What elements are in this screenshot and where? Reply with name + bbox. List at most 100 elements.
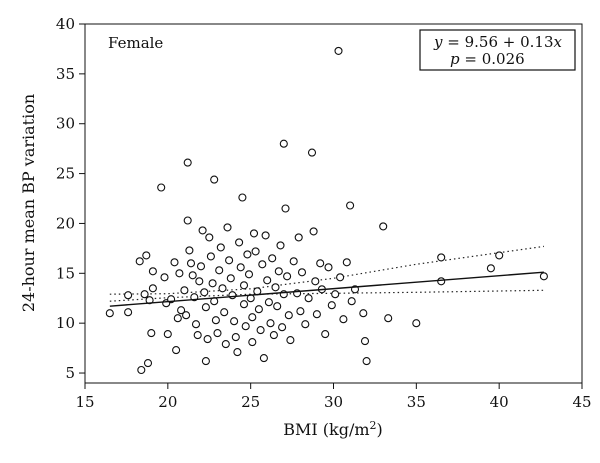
p-rhs: = 0.026: [460, 50, 525, 68]
x-tick-label: 30: [324, 393, 343, 411]
data-point: [173, 314, 182, 323]
data-point: [495, 251, 504, 260]
data-point: [233, 348, 242, 357]
x-axis-label-close: ): [377, 420, 383, 439]
data-point: [163, 330, 172, 339]
x-tick-label: 45: [572, 393, 591, 411]
data-point: [205, 233, 214, 242]
data-point: [160, 273, 169, 282]
data-point: [437, 277, 446, 286]
data-point: [124, 291, 133, 300]
data-point: [248, 338, 257, 347]
data-point: [225, 256, 234, 265]
data-point: [324, 263, 333, 272]
data-point: [200, 288, 209, 297]
data-points: [105, 46, 548, 375]
data-point: [286, 336, 295, 345]
x-tick-label: 40: [490, 393, 509, 411]
data-point: [143, 359, 153, 368]
data-point: [147, 329, 156, 338]
data-point: [203, 335, 212, 344]
data-point: [198, 226, 207, 235]
data-point: [208, 279, 217, 288]
data-point: [191, 320, 201, 329]
data-point: [148, 267, 157, 276]
data-point: [230, 317, 239, 326]
data-point: [256, 326, 265, 335]
data-point: [201, 357, 210, 366]
x-axis-label-text: BMI (kg/m: [283, 420, 369, 439]
equation-lhs: y: [433, 33, 443, 51]
data-point: [259, 354, 268, 363]
data-point: [342, 258, 351, 267]
data-point: [185, 246, 194, 255]
data-point: [210, 175, 219, 184]
data-point: [183, 158, 192, 167]
data-point: [296, 307, 305, 316]
data-point: [239, 300, 249, 309]
data-point: [273, 302, 282, 311]
data-point: [196, 262, 206, 271]
data-point: [269, 331, 278, 340]
data-point: [220, 308, 229, 317]
data-point: [215, 266, 224, 275]
confidence-band: [109, 245, 544, 302]
data-point: [321, 330, 330, 339]
data-point: [279, 139, 288, 148]
data-point: [283, 272, 292, 281]
x-tick-label: 15: [75, 393, 94, 411]
data-point: [264, 298, 273, 307]
data-point: [183, 216, 192, 225]
data-point: [312, 310, 321, 319]
data-point: [228, 291, 237, 300]
data-point: [182, 311, 191, 320]
p-lhs: p: [450, 50, 460, 68]
data-point: [412, 319, 421, 328]
data-point: [201, 303, 210, 312]
data-point: [195, 277, 204, 286]
x-axis-label-superscript: 2: [370, 419, 377, 432]
data-point: [311, 277, 320, 286]
regression-line: [109, 271, 544, 307]
data-point: [140, 290, 149, 299]
data-point: [170, 258, 179, 267]
data-point: [316, 259, 325, 268]
data-point: [135, 257, 144, 266]
data-point: [148, 284, 157, 293]
y-tick-label: 20: [56, 214, 75, 232]
data-point: [297, 268, 307, 277]
data-point: [241, 322, 250, 331]
x-tick-label: 20: [158, 393, 177, 411]
y-tick-label: 5: [65, 364, 75, 382]
data-point: [346, 201, 355, 210]
data-point: [263, 276, 272, 285]
data-point: [175, 269, 184, 278]
data-point: [274, 267, 283, 276]
p-value: p = 0.026: [450, 50, 525, 68]
x-axis-ticks: 15 20 25 30 35 40 45: [75, 383, 592, 411]
data-point: [177, 306, 186, 315]
data-point: [384, 314, 393, 323]
data-point: [244, 270, 254, 279]
data-point: [486, 264, 495, 273]
data-point: [261, 231, 270, 240]
data-point: [379, 222, 388, 231]
data-point: [206, 252, 215, 261]
equation-var: x: [554, 33, 563, 51]
data-point: [216, 243, 225, 252]
data-point: [238, 193, 247, 202]
data-point: [239, 281, 249, 290]
y-tick-label: 10: [56, 314, 75, 332]
data-point: [278, 323, 287, 332]
panel-label: Female: [108, 34, 163, 52]
y-axis-ticks: 5 10 15 20 25 30 35 40: [56, 15, 85, 382]
data-point: [360, 337, 370, 346]
data-point: [284, 311, 293, 320]
data-point: [235, 238, 244, 247]
data-point: [347, 297, 356, 306]
regression-equation: y = 9.56 + 0.13x: [433, 33, 563, 51]
data-point: [243, 250, 252, 259]
data-point: [213, 329, 222, 338]
data-point: [336, 273, 345, 282]
